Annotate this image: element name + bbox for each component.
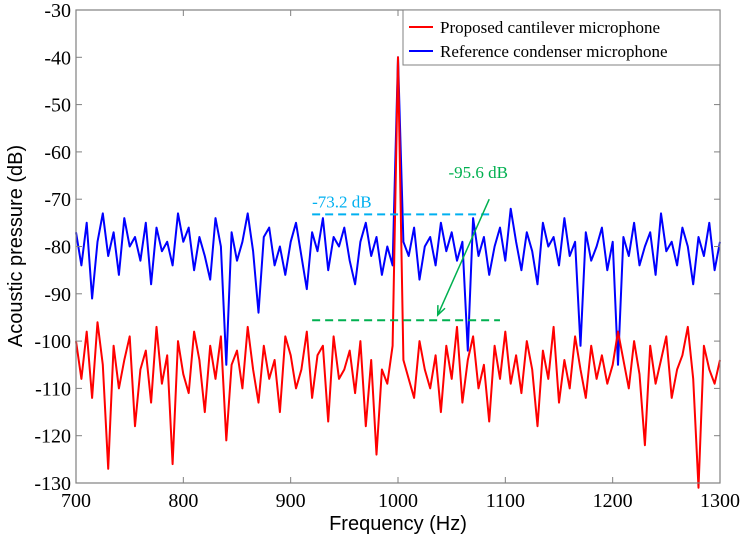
series-line-proposed	[75, 56, 721, 489]
reference-level-annotation: -73.2 dB	[312, 192, 372, 211]
y-axis-label: Acoustic pressure (dB)	[5, 145, 27, 347]
x-tick-label: 1100	[486, 490, 525, 512]
y-tick-label: -40	[44, 47, 71, 69]
x-tick-label: 900	[276, 490, 306, 512]
legend-label-reference: Reference condenser microphone	[440, 42, 668, 61]
legend-label-proposed: Proposed cantilever microphone	[440, 18, 660, 37]
x-tick-label: 1000	[378, 490, 418, 512]
y-tick-label: -100	[34, 331, 71, 353]
x-tick-label: 1300	[700, 490, 740, 512]
y-tick-label: -50	[44, 95, 71, 117]
y-tick-label: -130	[34, 473, 71, 495]
y-tick-label: -120	[34, 426, 71, 448]
y-tick-label: -90	[44, 284, 71, 306]
y-tick-label: -110	[35, 378, 71, 400]
x-tick-label: 1200	[593, 490, 633, 512]
y-tick-label: -60	[44, 142, 71, 164]
legend-box	[402, 9, 721, 66]
x-tick-label: 700	[61, 490, 91, 512]
x-axis-label: Frequency (Hz)	[329, 513, 467, 535]
y-tick-label: -80	[44, 237, 71, 259]
y-tick-label: -30	[44, 0, 71, 22]
annotation-arrowhead	[436, 305, 446, 317]
x-tick-label: 800	[168, 490, 198, 512]
proposed-level-annotation: -95.6 dB	[448, 163, 508, 182]
annotation-arrow	[437, 198, 490, 316]
legend: Proposed cantilever microphone Reference…	[402, 9, 721, 66]
y-tick-label: -70	[44, 189, 71, 211]
